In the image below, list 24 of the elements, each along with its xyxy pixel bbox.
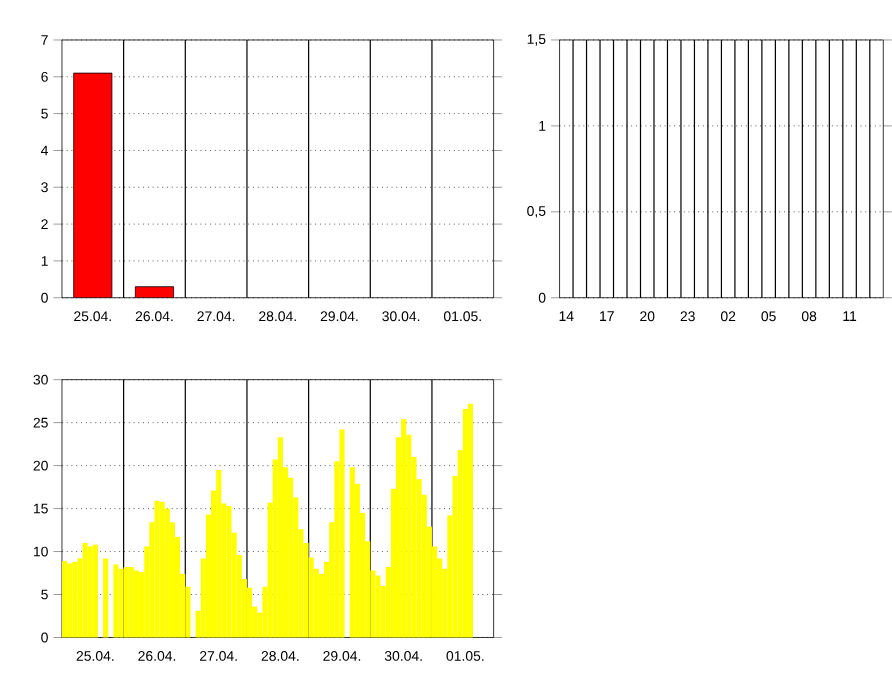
bar [87, 546, 93, 638]
bar [92, 544, 98, 638]
bar [462, 409, 468, 638]
bar [246, 587, 253, 638]
bar [216, 470, 222, 638]
bar [72, 562, 78, 638]
bar [118, 569, 124, 638]
bar [164, 508, 170, 638]
bar [467, 404, 474, 638]
bar [113, 564, 119, 638]
bar [349, 467, 355, 638]
bar [375, 575, 381, 638]
bar [159, 501, 165, 638]
bar [82, 543, 88, 638]
bar [128, 567, 134, 638]
bar [61, 561, 68, 638]
bar [67, 563, 73, 638]
bar [103, 558, 109, 638]
bar [401, 419, 407, 638]
bar [154, 501, 160, 638]
bar [123, 567, 129, 638]
bar [339, 429, 345, 638]
bar [277, 437, 283, 638]
bar [226, 506, 232, 638]
